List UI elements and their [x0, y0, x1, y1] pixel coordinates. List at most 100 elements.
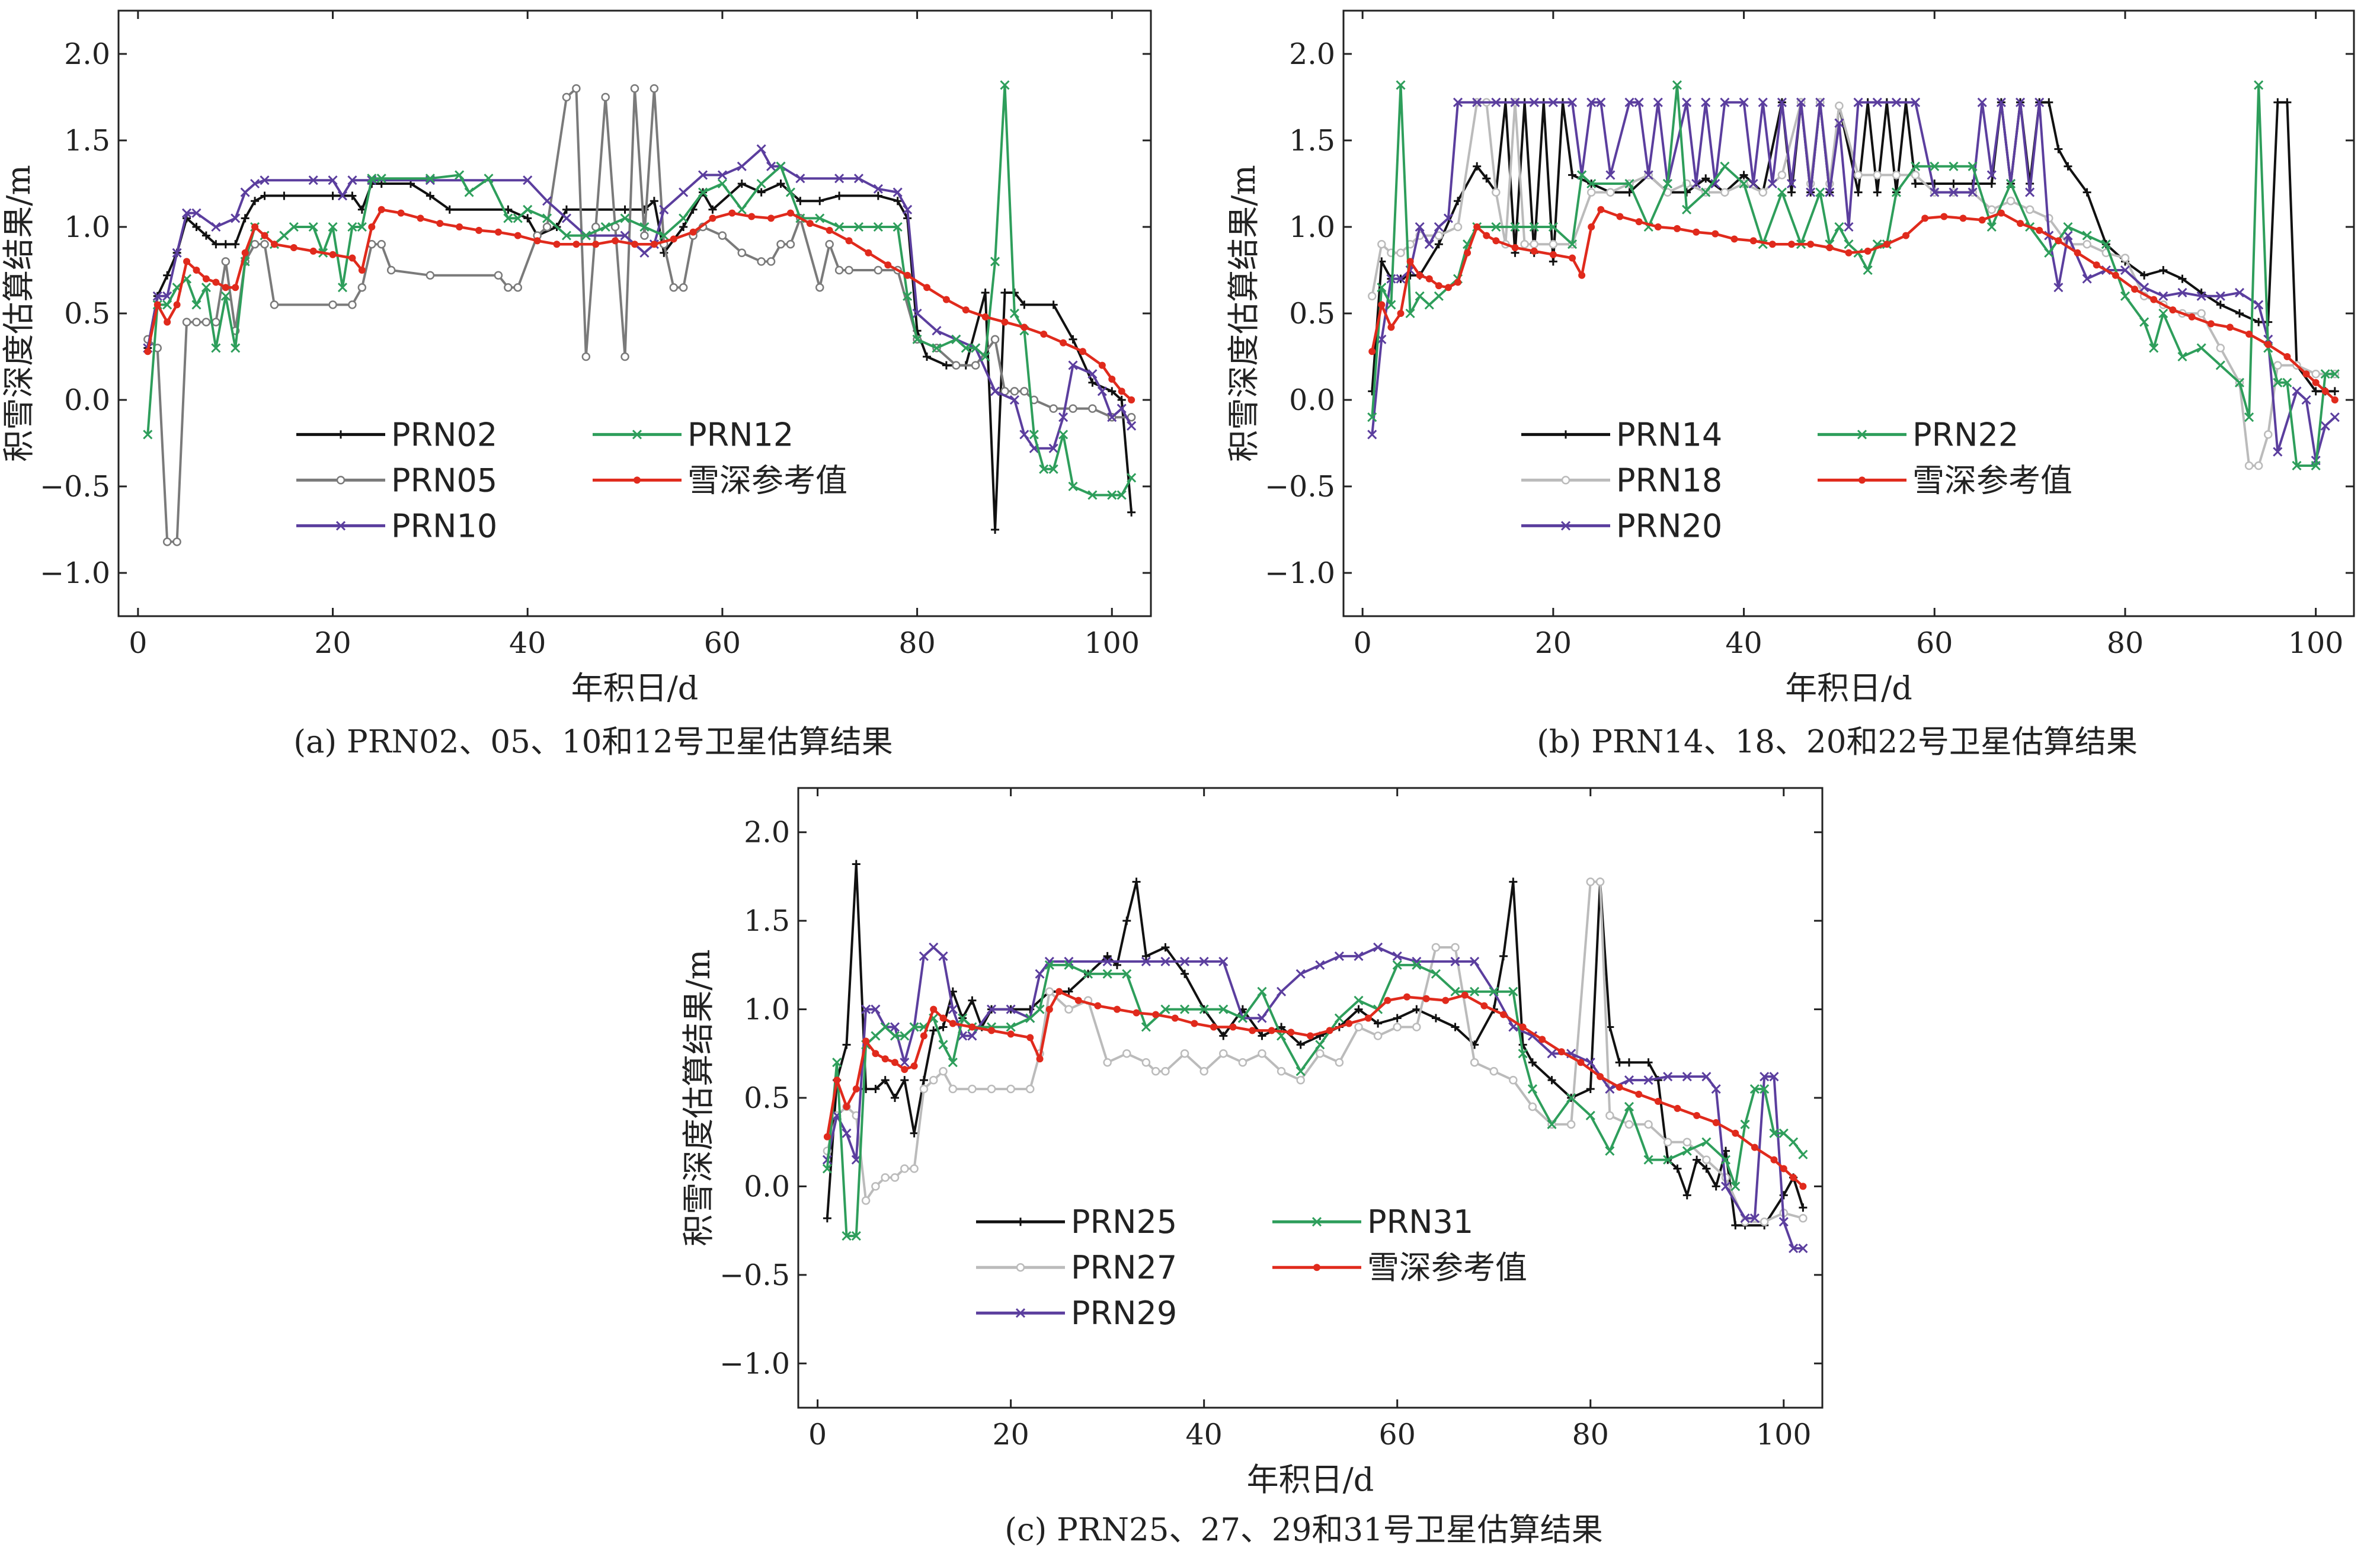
data-point — [766, 257, 776, 266]
data-point — [1171, 1014, 1179, 1022]
data-point — [893, 197, 902, 206]
data-point — [853, 222, 864, 232]
data-point — [1663, 1072, 1673, 1082]
data-point — [2158, 308, 2168, 319]
y-tick-label: −0.5 — [719, 1258, 790, 1292]
data-point — [631, 241, 638, 248]
data-point — [1529, 222, 1539, 232]
data-point — [1977, 97, 1987, 107]
data-point — [1701, 1072, 1712, 1082]
data-point — [1739, 97, 1749, 107]
legend-marker — [335, 521, 346, 531]
data-point — [1644, 1120, 1653, 1129]
data-point — [756, 144, 766, 154]
data-point — [1577, 170, 1587, 180]
data-point — [1807, 241, 1815, 248]
data-point — [2149, 343, 2159, 353]
data-point — [1315, 960, 1325, 970]
data-point — [1643, 1075, 1653, 1085]
data-point — [464, 187, 474, 197]
data-point — [2120, 291, 2131, 301]
data-point — [2254, 461, 2263, 470]
data-point — [1315, 1040, 1325, 1050]
data-point — [796, 197, 805, 206]
data-point — [1891, 97, 1901, 107]
data-point — [948, 1004, 958, 1014]
data-point — [737, 161, 747, 171]
data-point — [881, 1076, 890, 1085]
legend-label: PRN27 — [1071, 1249, 1177, 1286]
data-point — [987, 1084, 996, 1094]
data-point — [1949, 180, 1958, 188]
data-point — [2082, 239, 2091, 249]
data-point — [1585, 1110, 1595, 1120]
legend-marker — [1016, 1218, 1025, 1226]
data-point — [871, 1031, 881, 1041]
data-point — [1789, 1243, 1799, 1254]
data-point — [1527, 1084, 1538, 1094]
data-point — [1508, 1022, 1518, 1032]
data-point — [1673, 1164, 1682, 1173]
data-point — [1354, 951, 1364, 961]
data-point — [1044, 960, 1054, 970]
data-point — [871, 1182, 880, 1191]
data-point — [562, 92, 571, 102]
data-point — [2169, 306, 2177, 314]
y-tick-label: 1.0 — [64, 210, 110, 244]
data-point — [1508, 986, 1518, 997]
y-tick-label: 0.0 — [744, 1170, 790, 1203]
y-tick-label: 2.0 — [744, 816, 790, 850]
data-point — [962, 306, 970, 314]
data-point — [1597, 206, 1605, 213]
data-point — [581, 230, 591, 241]
data-point — [1815, 187, 1825, 197]
data-point — [1450, 956, 1460, 966]
data-point — [561, 213, 572, 223]
legend-marker — [1562, 430, 1570, 439]
data-point — [308, 175, 318, 185]
data-point — [919, 1084, 929, 1094]
data-point — [241, 249, 249, 257]
legend-marker — [1015, 1308, 1026, 1318]
y-tick-label: 1.5 — [744, 904, 790, 938]
data-point — [542, 213, 552, 223]
data-point — [1020, 387, 1029, 396]
data-point — [1605, 1146, 1615, 1156]
data-point — [1702, 1164, 1711, 1173]
data-point — [1019, 430, 1029, 440]
data-point — [494, 271, 503, 280]
data-point — [2283, 98, 2292, 107]
data-point — [513, 283, 523, 292]
data-point — [1567, 239, 1578, 249]
data-point — [659, 230, 669, 241]
data-point — [1693, 1111, 1701, 1119]
data-point — [776, 239, 785, 249]
data-point — [912, 308, 922, 319]
x-axis-label: 年积日/d — [1785, 669, 1912, 707]
data-point — [1029, 430, 1039, 440]
y-tick-label: 0.5 — [64, 297, 110, 331]
data-point — [890, 1031, 900, 1041]
data-point — [1492, 237, 1500, 245]
data-point — [1238, 1058, 1247, 1067]
data-point — [1712, 230, 1719, 238]
data-point — [1799, 1213, 1808, 1223]
data-point — [776, 161, 786, 171]
data-point — [2197, 309, 2206, 318]
data-point — [504, 283, 513, 292]
x-tick-label: 40 — [509, 626, 546, 660]
data-point — [1749, 237, 1757, 245]
data-point — [2302, 370, 2310, 378]
x-axis-label: 年积日/d — [571, 669, 699, 707]
data-point — [1141, 952, 1150, 960]
data-point — [1711, 1084, 1721, 1094]
data-point — [971, 343, 981, 353]
data-point — [1547, 1076, 1556, 1085]
data-point — [900, 1058, 910, 1068]
data-point — [639, 222, 650, 232]
data-point — [990, 257, 1000, 267]
data-point — [1470, 986, 1480, 997]
data-point — [1461, 991, 1469, 999]
data-point — [1758, 97, 1768, 107]
data-point — [1615, 1058, 1624, 1067]
